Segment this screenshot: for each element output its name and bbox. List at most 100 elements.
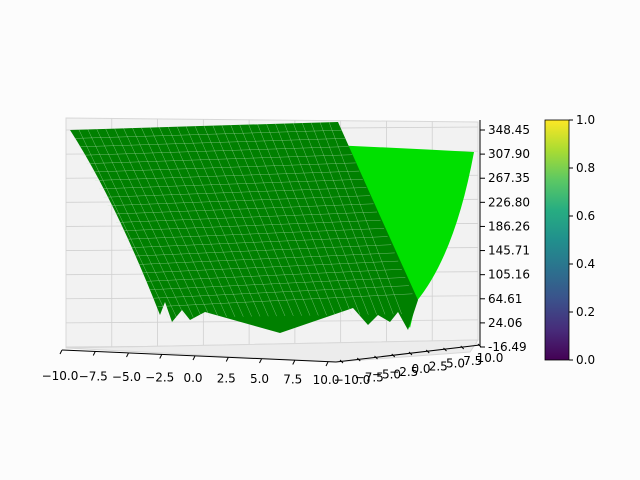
z-tick-label: 145.71: [488, 244, 530, 258]
z-tick-label: 105.16: [488, 268, 530, 282]
mesh-line: [114, 128, 202, 318]
x-tick-mark: [292, 360, 296, 365]
y-tick-mark: [425, 349, 430, 354]
x-tick-mark: [59, 349, 63, 355]
x-tick-mark: [259, 358, 262, 364]
y-tick-mark: [356, 357, 361, 362]
colorbar-tick-label: 0.4: [576, 257, 595, 271]
axis-lines: [61, 120, 481, 363]
y-tick-mark: [391, 353, 396, 358]
y-tick-mark: [339, 359, 344, 364]
mesh-line: [78, 138, 346, 148]
mesh-line: [168, 126, 252, 317]
colorbar-tick-label: 0.0: [576, 353, 595, 367]
axis-ticks: −10.0 −7.5 −5.0 −2.5 0.0 2.5 5.0 7.5 10.0−10.0−7…: [42, 123, 530, 387]
mesh-line: [90, 162, 356, 173]
mesh-line: [176, 126, 261, 317]
mesh-line: [157, 293, 413, 307]
mesh-line: [319, 122, 394, 315]
mesh-line: [95, 170, 360, 181]
x-tick-mark: [192, 355, 196, 361]
mesh-line: [124, 228, 385, 240]
mesh-line: [141, 127, 227, 318]
z-tick-label: 226.80: [488, 195, 530, 209]
x-tick-label: −2.5: [145, 371, 174, 385]
colorbar-gradient: [544, 119, 570, 361]
colorbar-tick-label: 1.0: [576, 113, 595, 127]
mesh-line: [99, 179, 363, 190]
mesh-line: [115, 211, 378, 223]
y-tick-label: 5.0: [446, 357, 465, 371]
colorbar-tick-label: 0.8: [576, 161, 595, 175]
mesh-line: [74, 129, 342, 139]
y-tick-mark: [443, 347, 447, 352]
mesh-line: [230, 125, 311, 316]
x-tick-mark: [225, 357, 229, 362]
mesh-line: [212, 125, 294, 316]
z-tick-label: 24.06: [488, 316, 522, 330]
mesh-line: [284, 123, 361, 315]
z-tick-label: 307.90: [488, 147, 530, 161]
mesh-line: [248, 124, 327, 316]
mesh-line: [132, 244, 392, 257]
mesh-line: [111, 203, 374, 215]
x-tick-label: 2.5: [217, 372, 236, 386]
x-tick-label: −10.0: [42, 369, 79, 383]
x-tick-mark: [159, 354, 163, 359]
surface-mesh: [74, 122, 413, 318]
mesh-line: [145, 269, 402, 282]
y-tick-label: −10.0: [334, 373, 371, 387]
mesh-line: [136, 252, 395, 265]
x-tick-label: 5.0: [250, 372, 269, 386]
colorbar-tick-label: 0.6: [576, 209, 595, 223]
x-tick-label: 10.0: [313, 373, 340, 387]
mesh-line: [302, 122, 377, 315]
mesh-line: [107, 195, 370, 206]
x-tick-mark: [92, 351, 96, 356]
mesh-line: [153, 285, 409, 299]
mesh-line: [257, 124, 336, 316]
colorbar-ticks: 1.0 0.8 0.6 0.4 0.2 0.0: [569, 113, 595, 367]
y-tick-label: 0.0: [411, 362, 430, 376]
mesh-line: [150, 127, 236, 317]
mesh-line: [82, 146, 349, 156]
z-tick-label: 64.61: [488, 292, 522, 306]
mesh-line: [159, 127, 244, 317]
y-tick-label: −2.5: [389, 365, 418, 379]
y-tick-mark: [374, 355, 378, 360]
mesh-line: [203, 125, 286, 317]
colorbar: 1.0 0.8 0.6 0.4 0.2 0.0: [544, 113, 595, 367]
mesh-line: [96, 129, 186, 318]
mesh-line: [128, 236, 388, 248]
y-tick-label: 2.5: [429, 359, 448, 373]
mesh-line: [293, 123, 369, 315]
y-tick-label: −7.5: [355, 370, 384, 384]
mesh-line: [141, 260, 399, 274]
x-tick-label: 7.5: [283, 373, 302, 387]
y-axis-line: [335, 344, 481, 363]
surface-series: [70, 122, 474, 333]
z-tick-label: 186.26: [488, 219, 530, 233]
mesh-line: [86, 154, 353, 164]
y-tick-mark: [460, 345, 465, 350]
mesh-line: [103, 187, 367, 198]
mesh-line: [221, 125, 302, 316]
x-axis-line: [61, 349, 337, 363]
mesh-line: [87, 129, 177, 318]
mesh-line: [120, 219, 381, 232]
x-tick-label: 0.0: [183, 371, 202, 385]
mesh-line: [149, 277, 406, 291]
x-tick-mark: [325, 361, 329, 367]
mesh-line: [123, 128, 211, 318]
mesh-line: [78, 129, 169, 318]
y-tick-mark: [408, 351, 413, 356]
y-tick-label: 7.5: [463, 354, 482, 368]
x-tick-mark: [126, 352, 129, 358]
y-tick-label: 10.0: [477, 351, 504, 365]
mesh-line: [275, 123, 352, 316]
y-tick-label: −5.0: [372, 368, 401, 382]
z-tick-label: 267.35: [488, 171, 530, 185]
x-tick-label: −5.0: [112, 370, 141, 384]
z-tick-label: 348.45: [488, 123, 530, 137]
